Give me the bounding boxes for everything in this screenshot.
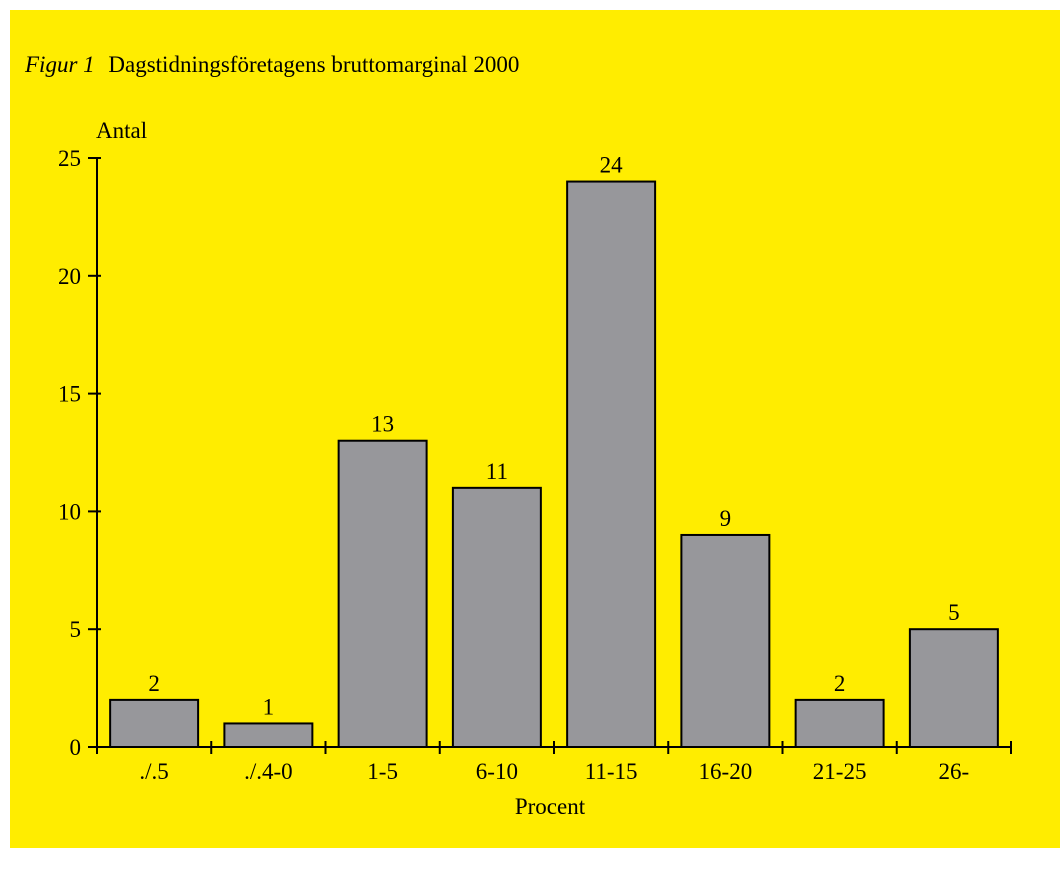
data-label: 2	[834, 671, 846, 696]
x-tick-label: ./.5	[139, 759, 168, 784]
x-tick-label: 16-20	[699, 759, 753, 784]
figure-label: Figur 1	[25, 52, 95, 77]
bar	[566, 180, 657, 748]
bar	[908, 628, 999, 749]
data-label: 11	[486, 459, 508, 484]
bar	[451, 486, 542, 748]
y-tick-label: 10	[58, 499, 81, 524]
figure-title-text: Dagstidningsföretagens bruttomarginal 20…	[108, 52, 520, 77]
y-axis-label: Antal	[96, 118, 147, 143]
y-tick-label: 15	[58, 382, 81, 407]
x-tick-label: 11-15	[585, 759, 638, 784]
bar	[109, 698, 200, 749]
y-tick-label: 0	[70, 735, 82, 760]
bar	[794, 698, 885, 749]
figure-title: Figur 1 Dagstidningsföretagens bruttomar…	[25, 52, 519, 78]
x-tick-label: 1-5	[367, 759, 398, 784]
data-label: 2	[148, 671, 160, 696]
x-tick-label: 26-	[939, 759, 970, 784]
y-tick-label: 5	[70, 617, 82, 642]
plot-area: 05101520252./.51./.4-0131-5116-102411-15…	[58, 146, 1012, 784]
bar	[680, 533, 771, 749]
x-tick-label: 6-10	[476, 759, 518, 784]
bar	[223, 722, 314, 749]
data-label: 1	[263, 694, 275, 719]
bar-chart: Antal Procent 05101520252./.51./.4-0131-…	[58, 118, 1012, 819]
x-tick-label: ./.4-0	[244, 759, 293, 784]
y-tick-label: 20	[58, 264, 81, 289]
data-label: 5	[948, 600, 960, 625]
x-axis-label: Procent	[515, 794, 586, 819]
data-label: 13	[371, 412, 394, 437]
data-label: 24	[600, 153, 624, 178]
y-tick-label: 25	[58, 146, 81, 171]
figure-panel: Figur 1 Dagstidningsföretagens bruttomar…	[10, 10, 1060, 848]
bar	[337, 439, 428, 748]
data-label: 9	[720, 506, 732, 531]
x-tick-label: 21-25	[813, 759, 867, 784]
